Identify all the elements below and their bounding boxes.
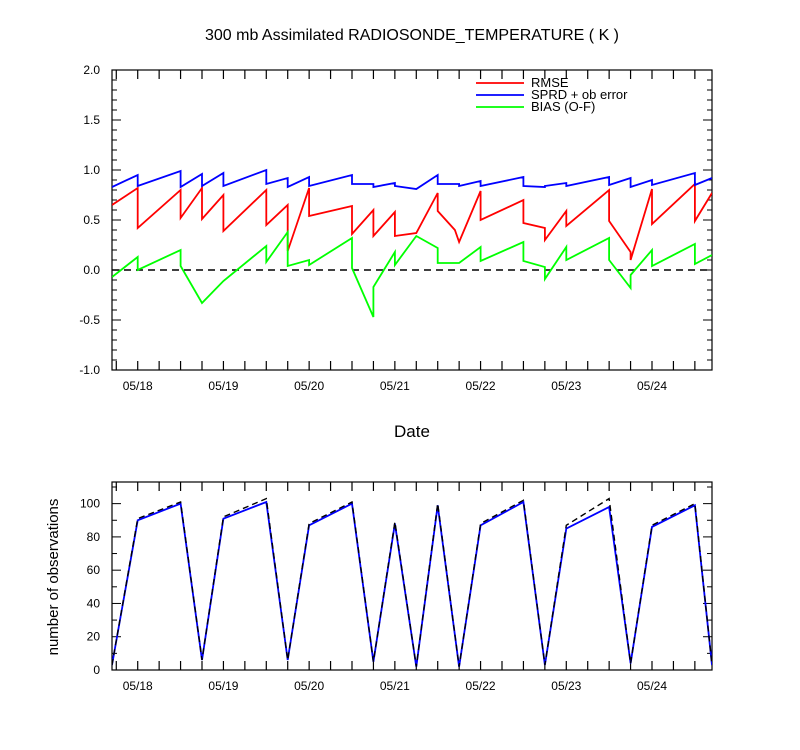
y-tick-label: 100	[80, 497, 100, 511]
y-tick-label: 20	[87, 630, 101, 644]
legend-label: RMSE	[531, 75, 569, 90]
x-axis-label: Date	[394, 422, 430, 441]
x-tick-label: 05/19	[208, 379, 238, 393]
x-tick-label: 05/22	[466, 679, 496, 693]
series-line-possible	[112, 497, 712, 667]
y-axis-label: number of observations	[45, 499, 62, 656]
y-tick-label: 60	[87, 563, 101, 577]
x-tick-label: 05/18	[123, 379, 153, 393]
y-tick-label: -1.0	[79, 363, 100, 377]
x-tick-label: 05/22	[466, 379, 496, 393]
y-tick-label: 1.0	[83, 163, 100, 177]
legend-label: SPRD + ob error	[531, 87, 628, 102]
series-line-rmse	[112, 181, 712, 261]
y-tick-label: 0.5	[83, 213, 100, 227]
chart-title: 300 mb Assimilated RADIOSONDE_TEMPERATUR…	[205, 27, 619, 44]
y-tick-label: 40	[87, 596, 101, 610]
x-tick-label: 05/20	[294, 679, 324, 693]
y-tick-label: 80	[87, 530, 101, 544]
x-tick-label: 05/21	[380, 679, 410, 693]
series-line-assimilated	[112, 500, 712, 667]
x-tick-label: 05/24	[637, 379, 667, 393]
plot-frame	[111, 481, 713, 671]
x-tick-label: 05/23	[551, 679, 581, 693]
top-chart: 05/18 05/19 05/20 05/21 05/22 05/23 05/24 2.0 1.…	[79, 63, 713, 393]
y-tick-label: 0.0	[83, 263, 100, 277]
y-tick-label: 0	[93, 663, 100, 677]
x-tick-label: 05/24	[637, 679, 667, 693]
y-tick-label: 1.5	[83, 113, 100, 127]
y-tick-label: 2.0	[83, 63, 100, 77]
series-line-sprd-ob-error	[112, 168, 712, 190]
y-tick-label: -0.5	[79, 313, 100, 327]
x-tick-label: 05/18	[123, 679, 153, 693]
series-line-bias-o-f	[112, 229, 712, 318]
bottom-chart: 05/18 05/19 05/20 05/21 05/22 05/23 05/24 100 80…	[80, 481, 713, 693]
x-tick-label: 05/20	[294, 379, 324, 393]
x-tick-label: 05/21	[380, 379, 410, 393]
legend-label: BIAS (O-F)	[531, 99, 595, 114]
x-tick-label: 05/19	[208, 679, 238, 693]
x-tick-label: 05/23	[551, 379, 581, 393]
